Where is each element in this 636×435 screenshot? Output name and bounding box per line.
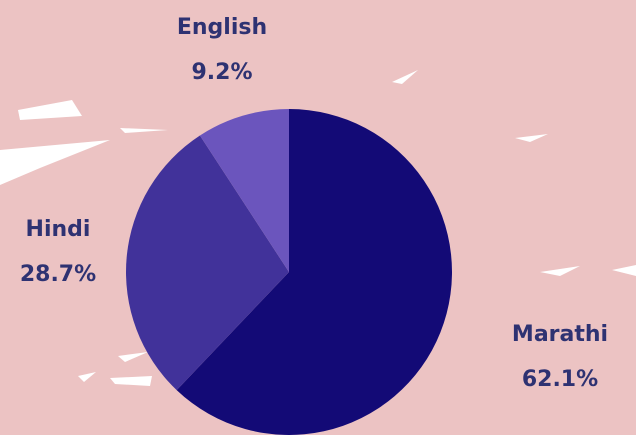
background-decoration (0, 70, 636, 386)
paint-splotch (120, 128, 168, 133)
slice-name-label: Hindi (26, 217, 91, 242)
paint-splotch (612, 265, 636, 276)
paint-splotch (110, 376, 152, 386)
slice-value-label: 9.2% (191, 60, 252, 85)
paint-splotch (515, 134, 548, 142)
pie-slice (176, 109, 453, 435)
paint-splotch (78, 372, 96, 382)
slice-name-label: Marathi (512, 322, 608, 347)
paint-splotch (540, 266, 580, 276)
paint-splotch (0, 140, 110, 185)
pie-slice (199, 109, 289, 272)
paint-splotch (392, 70, 418, 84)
paint-splotch (18, 100, 82, 120)
slice-value-label: 28.7% (20, 262, 96, 287)
slice-name-label: English (177, 15, 267, 40)
slice-value-label: 62.1% (522, 367, 598, 392)
pie-slice (126, 135, 290, 391)
paint-splotch (118, 352, 148, 362)
